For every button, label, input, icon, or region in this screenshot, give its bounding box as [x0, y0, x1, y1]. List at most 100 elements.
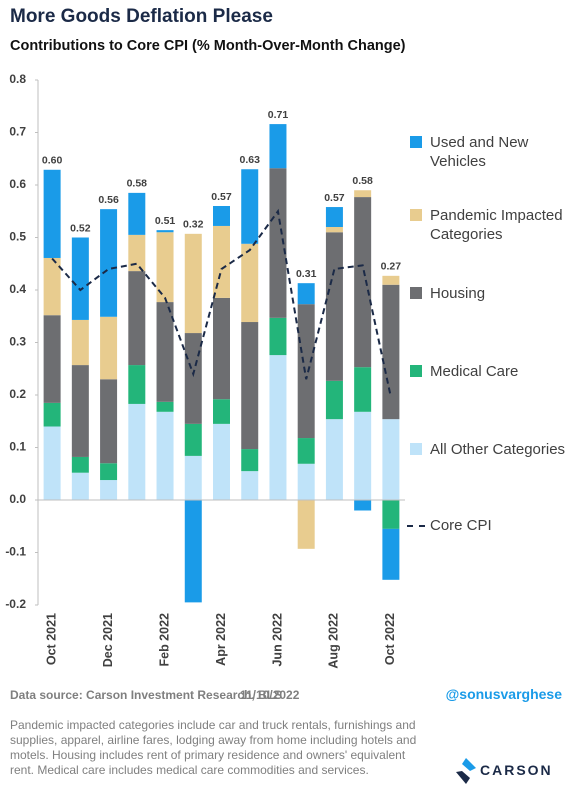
y-tick-label: 0.2 — [9, 387, 26, 401]
bar-segment — [43, 402, 61, 427]
y-tick-label: 0.3 — [9, 335, 26, 349]
bar-segment — [128, 365, 146, 404]
legend-item: Pandemic Impacted Categories — [410, 206, 570, 244]
total-label: 0.58 — [352, 175, 373, 187]
bar-segment — [297, 438, 315, 464]
x-tick-label: Aug 2022 — [327, 613, 341, 669]
legend-label: Pandemic Impacted Categories — [430, 207, 563, 243]
total-label: 0.57 — [211, 191, 232, 203]
bar-segment — [156, 401, 174, 412]
bar-segment — [100, 379, 118, 464]
x-tick-label: Apr 2022 — [214, 613, 228, 666]
bar-segment — [43, 315, 61, 403]
title: More Goods Deflation Please — [10, 6, 273, 27]
bar-segment — [382, 528, 400, 580]
legend-item: Core CPI — [407, 516, 570, 535]
bar-segment — [325, 419, 343, 500]
bar-segment — [354, 411, 372, 500]
bar-segment — [100, 463, 118, 481]
legend-swatch — [410, 365, 422, 377]
bar-segment — [156, 302, 174, 402]
bar-segment — [325, 227, 343, 233]
date: 11/10/2022 — [240, 688, 300, 702]
bar-segment — [156, 411, 174, 500]
y-tick-label: -0.1 — [5, 545, 26, 559]
core-cpi-line — [51, 208, 392, 398]
legend-swatch — [407, 525, 425, 527]
legend-item: All Other Categories — [410, 440, 570, 459]
bar-segment — [382, 275, 400, 285]
bar-segment — [71, 319, 89, 366]
bar-segment — [269, 355, 287, 500]
bar-segment — [297, 304, 315, 439]
source: Data source: Carson Investment Research,… — [10, 688, 283, 702]
bar-segment — [354, 190, 372, 198]
total-label: 0.51 — [155, 215, 176, 227]
bar-segment — [184, 455, 202, 500]
bar-segment — [71, 365, 89, 457]
y-tick-label: 0.6 — [9, 177, 26, 191]
bar-segment — [354, 367, 372, 412]
bar-segment — [241, 322, 259, 450]
legend-label: Housing — [430, 285, 486, 302]
legend-item: Medical Care — [410, 362, 570, 381]
legend-item: Housing — [410, 284, 570, 303]
bar-segment — [241, 449, 259, 472]
legend-item: Used and New Vehicles — [410, 133, 570, 171]
legend-label: Medical Care — [430, 363, 519, 380]
total-label: 0.56 — [98, 194, 119, 206]
bar-segment — [354, 500, 372, 511]
bar-segment — [297, 283, 315, 305]
bar-segment — [325, 380, 343, 420]
x-tick-label: Oct 2022 — [383, 613, 397, 665]
total-label: 0.58 — [127, 178, 148, 190]
total-label: 0.52 — [70, 222, 91, 234]
x-tick-label: Dec 2021 — [101, 613, 115, 667]
bar-segment — [128, 234, 146, 272]
logo: CARSON — [480, 762, 553, 778]
chart: -0.2 -0.1 0.0 0.1 0.2 0.3 0.4 0.5 0.6 0.7 0.8 0.60 O… — [5, 72, 405, 669]
bar-segment — [269, 124, 287, 169]
total-label: 0.57 — [324, 192, 345, 204]
total-label: 0.27 — [381, 261, 402, 273]
bar-segment — [100, 480, 118, 500]
bar-segment — [100, 316, 118, 380]
bar-segment — [43, 257, 61, 316]
total-label: 0.63 — [240, 154, 261, 166]
bar-segment — [71, 237, 89, 320]
logo-mark — [456, 758, 476, 784]
bar-segment — [71, 456, 89, 473]
bar-segment — [184, 500, 202, 603]
bar-segment — [382, 419, 400, 500]
bar-segment — [297, 500, 315, 549]
total-label: 0.32 — [183, 219, 204, 231]
bar-segment — [325, 207, 343, 227]
total-label: 0.60 — [42, 155, 63, 167]
bar-segment — [269, 317, 287, 356]
bar-segment — [156, 230, 174, 233]
bar-segment — [100, 209, 118, 317]
legend-swatch — [410, 209, 422, 221]
x-tick-label: Jun 2022 — [270, 613, 284, 667]
handle[interactable]: @sonusvarghese — [445, 686, 562, 702]
bar-segment — [71, 472, 89, 500]
bar-segment — [184, 333, 202, 424]
y-tick-label: 0.5 — [9, 230, 26, 244]
x-tick-label: Feb 2022 — [157, 613, 171, 667]
bar-segment — [128, 271, 146, 366]
legend-label: Core CPI — [430, 517, 492, 534]
y-tick-label: 0.7 — [9, 125, 26, 139]
bar-segment — [128, 403, 146, 500]
y-tick-label: 0.1 — [9, 440, 26, 454]
bar-segment — [382, 500, 400, 529]
legend-swatch — [410, 443, 422, 455]
bar-segment — [43, 426, 61, 500]
bar-segment — [213, 206, 230, 226]
bar-segment — [213, 225, 230, 298]
legend-swatch — [410, 287, 422, 299]
bar-segment — [184, 423, 202, 456]
legend-swatch — [410, 136, 422, 148]
y-tick-label: 0.8 — [9, 72, 26, 86]
bar-segment — [241, 471, 259, 500]
bar-segment — [213, 399, 230, 424]
